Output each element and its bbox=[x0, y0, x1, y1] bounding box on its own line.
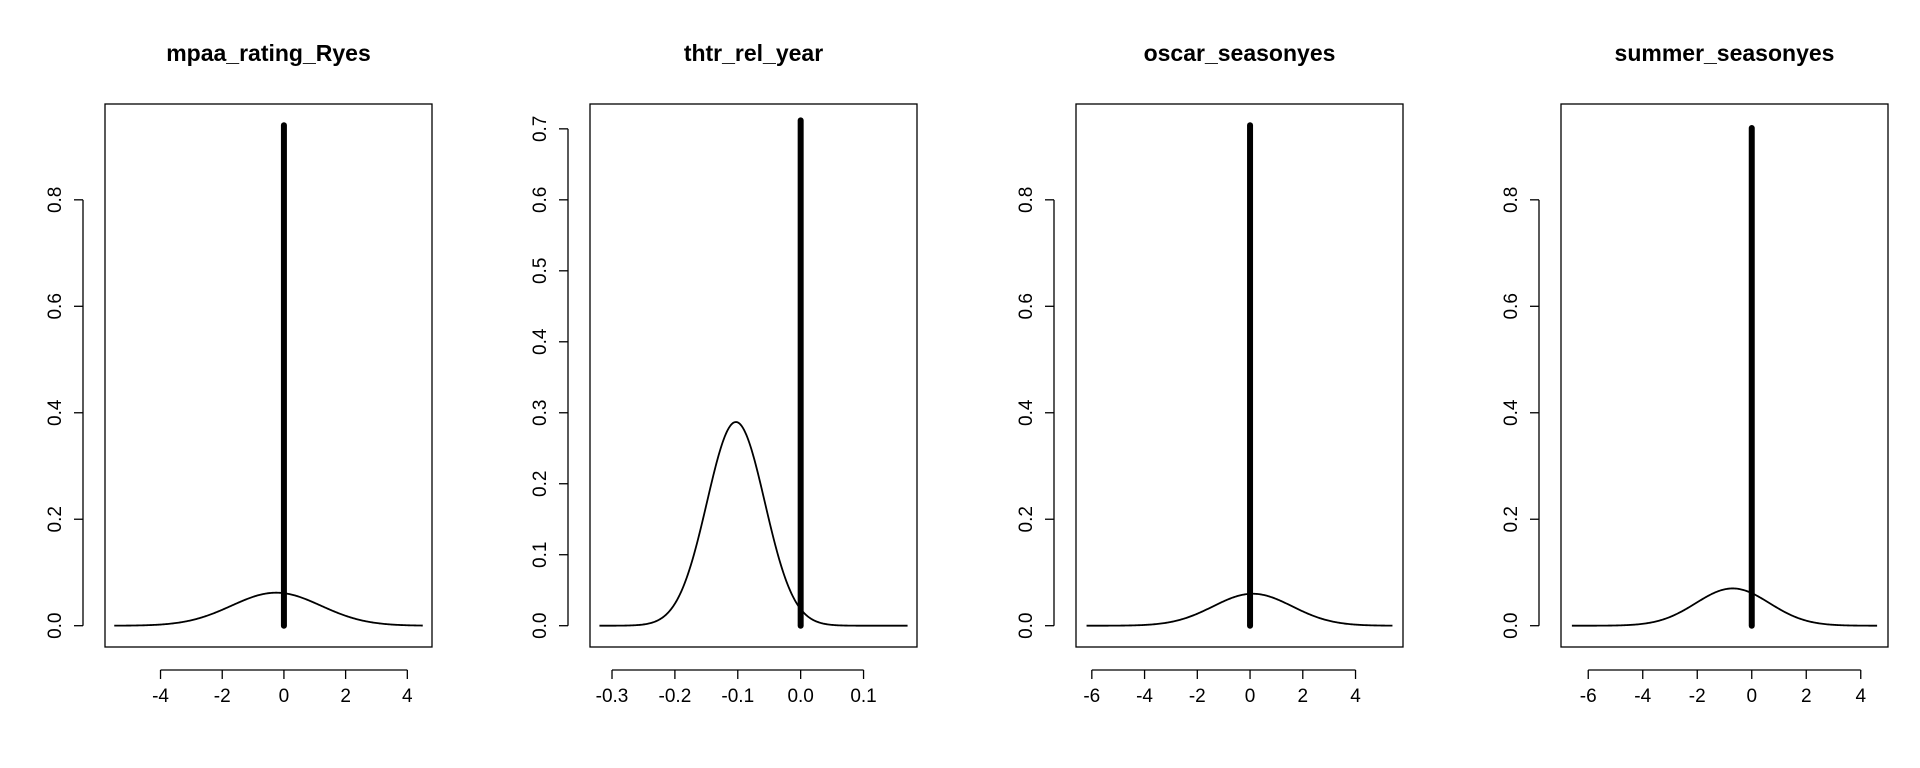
y-tick-label: 0.2 bbox=[530, 471, 551, 497]
x-tick-label: -2 bbox=[214, 686, 231, 707]
density-curve bbox=[599, 421, 908, 627]
y-tick-label: 0.6 bbox=[1016, 293, 1037, 319]
y-tick-label: 0.2 bbox=[1501, 506, 1522, 532]
x-tick-label: -0.3 bbox=[596, 686, 629, 707]
x-tick-label: -6 bbox=[1580, 686, 1597, 707]
chart-title: oscar_seasonyes bbox=[1144, 40, 1336, 66]
y-tick-label: 0.2 bbox=[45, 506, 66, 532]
y-tick-label: 0.0 bbox=[1501, 612, 1522, 638]
y-tick-label: 0.6 bbox=[45, 293, 66, 319]
y-tick-label: 0.7 bbox=[530, 116, 551, 142]
x-tick-label: -2 bbox=[1689, 686, 1706, 707]
x-tick-label: 2 bbox=[1801, 686, 1812, 707]
panel-1: mpaa_rating_Ryes -4 -2 0 2 4 0.0 0.2 0.4 0.6 0.8 bbox=[45, 40, 433, 707]
chart-title: mpaa_rating_Ryes bbox=[166, 40, 371, 66]
y-tick-label: 0.4 bbox=[1501, 399, 1522, 426]
x-tick-label: 4 bbox=[1350, 686, 1361, 707]
x-tick-label: 0 bbox=[1245, 686, 1256, 707]
x-tick-label: 4 bbox=[1855, 686, 1866, 707]
y-tick-label: 0.6 bbox=[530, 187, 551, 213]
x-tick-label: -4 bbox=[1634, 686, 1651, 707]
x-tick-label: 0.0 bbox=[787, 686, 813, 707]
chart-title: thtr_rel_year bbox=[684, 40, 823, 66]
y-tick-label: 0.1 bbox=[530, 542, 551, 568]
y-tick-label: 0.5 bbox=[530, 258, 551, 284]
x-tick-label: 2 bbox=[340, 686, 351, 707]
y-tick-label: 0.0 bbox=[45, 612, 66, 638]
x-tick-label: -0.2 bbox=[659, 686, 692, 707]
x-tick-label: 4 bbox=[402, 686, 413, 707]
plot-frame bbox=[589, 103, 918, 648]
y-tick-label: 0.8 bbox=[1501, 187, 1522, 213]
x-tick-label: -0.1 bbox=[721, 686, 754, 707]
x-tick-label: 2 bbox=[1298, 686, 1309, 707]
y-tick-label: 0.0 bbox=[1016, 612, 1037, 638]
y-tick-label: 0.3 bbox=[530, 400, 551, 426]
x-tick-label: -4 bbox=[1136, 686, 1153, 707]
x-tick-label: -2 bbox=[1189, 686, 1206, 707]
x-tick-label: 0 bbox=[279, 686, 290, 707]
plot-frame bbox=[104, 103, 433, 648]
plot-frame bbox=[1075, 103, 1404, 648]
y-tick-label: 0.2 bbox=[1016, 506, 1037, 532]
y-tick-label: 0.4 bbox=[1016, 399, 1037, 426]
density-curve bbox=[1571, 587, 1878, 627]
density-curve bbox=[1086, 592, 1393, 627]
panel-3: oscar_seasonyes -6 -4 -2 0 2 4 0.0 0.2 0.4 0.6 0.8 bbox=[1016, 40, 1404, 707]
y-tick-label: 0.6 bbox=[1501, 293, 1522, 319]
y-tick-label: 0.0 bbox=[530, 612, 551, 638]
plot-frame bbox=[1560, 103, 1889, 648]
panel-4: summer_seasonyes -6 -4 -2 0 2 4 0.0 0.2 0.4 0.6 0.8 bbox=[1501, 40, 1889, 707]
y-tick-label: 0.8 bbox=[45, 187, 66, 213]
y-tick-label: 0.4 bbox=[530, 328, 551, 355]
y-tick-label: 0.4 bbox=[45, 399, 66, 426]
x-tick-label: -4 bbox=[152, 686, 169, 707]
x-tick-label: 0.1 bbox=[850, 686, 876, 707]
y-tick-label: 0.8 bbox=[1016, 187, 1037, 213]
x-tick-label: -6 bbox=[1083, 686, 1100, 707]
x-tick-label: 0 bbox=[1746, 686, 1757, 707]
panel-2: thtr_rel_year -0.3 -0.2 -0.1 0.0 0.1 0.0 0.1 0.2… bbox=[530, 40, 918, 707]
chart-title: summer_seasonyes bbox=[1615, 40, 1835, 66]
density-curve bbox=[114, 591, 423, 627]
